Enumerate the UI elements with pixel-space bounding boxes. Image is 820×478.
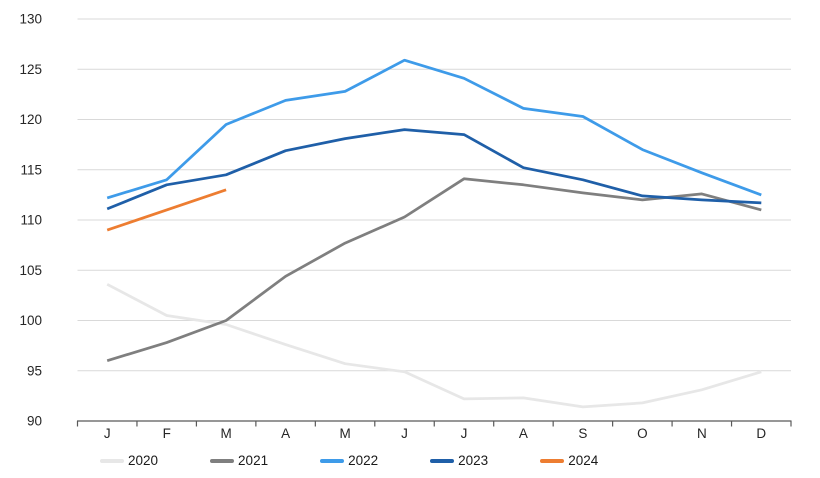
legend-item-2024: 2024 — [540, 454, 598, 468]
plot-area: 90 95 100 105 110 115 120 125 130 J F M A M J J A S O N D — [19, 12, 792, 441]
y-axis-label-90: 90 — [27, 414, 42, 429]
x-axis-label-M-2: M — [221, 426, 232, 441]
legend-label-2022: 2022 — [348, 453, 379, 469]
x-axis-label-S-8: S — [578, 426, 587, 441]
series-line-2022 — [106, 58, 762, 200]
x-axis-label-O-9: O — [637, 426, 648, 441]
series-line-2021 — [106, 177, 762, 363]
x-axis-label-N-10: N — [697, 426, 707, 441]
series-line-2023 — [106, 128, 762, 211]
y-axis-label-105: 105 — [19, 263, 42, 278]
legend-item-2022: 2022 — [320, 454, 378, 468]
y-axis-label-120: 120 — [19, 112, 42, 127]
x-axis-label-F-1: F — [163, 426, 171, 441]
y-axis-label-130: 130 — [19, 12, 42, 27]
y-axis-label-125: 125 — [19, 62, 42, 77]
legend-item-2020: 2020 — [100, 454, 158, 468]
series-line-2020 — [106, 283, 762, 409]
legend-label-2020: 2020 — [128, 453, 159, 469]
x-axis-label-J-6: J — [461, 426, 468, 441]
legend-label-2023: 2023 — [458, 453, 489, 469]
x-axis-label-M-4: M — [339, 426, 350, 441]
x-axis-label-D-11: D — [756, 426, 766, 441]
legend-swatch-2023 — [430, 459, 455, 463]
y-axis-label-115: 115 — [20, 162, 42, 177]
x-axis-label-J-5: J — [401, 426, 408, 441]
legend-label-2024: 2024 — [568, 453, 599, 469]
y-axis-label-110: 110 — [20, 213, 42, 228]
legend-swatch-2021 — [210, 459, 235, 463]
x-axis-label-A-7: A — [519, 426, 528, 441]
x-axis-label-J-0: J — [104, 426, 111, 441]
legend-swatch-2022 — [320, 459, 345, 463]
x-axis-label-A-3: A — [281, 426, 290, 441]
legend-item-2023: 2023 — [430, 454, 488, 468]
y-axis-label-100: 100 — [19, 313, 42, 328]
legend-label-2021: 2021 — [238, 453, 269, 469]
legend-item-2021: 2021 — [210, 454, 268, 468]
legend-swatch-2020 — [100, 459, 124, 463]
y-axis-label-95: 95 — [27, 363, 42, 378]
series-line-2024 — [106, 188, 227, 232]
chart-legend: 2020 2021 2022 2023 2024 — [0, 449, 820, 473]
legend-swatch-2024 — [540, 459, 565, 463]
